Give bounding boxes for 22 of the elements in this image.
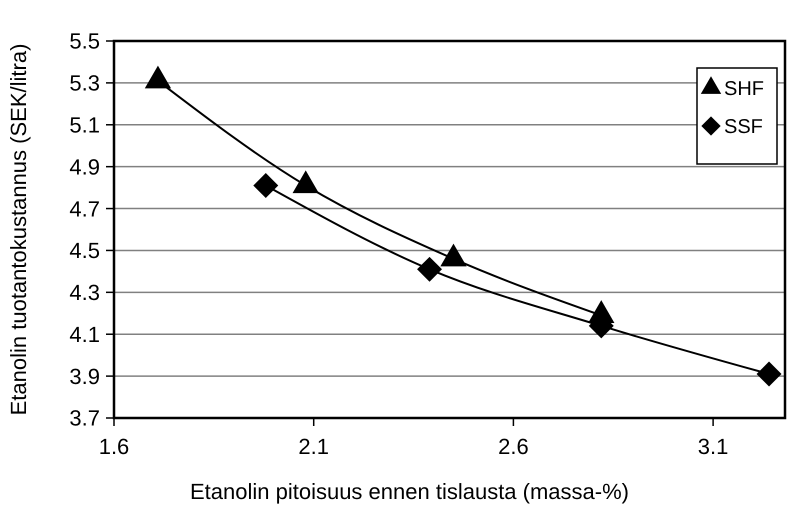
point: [292, 170, 319, 194]
y-tick-label: 4.5: [69, 238, 100, 264]
point: [756, 362, 782, 386]
legend-label: SSF: [724, 116, 763, 138]
y-tick-label: 3.9: [69, 364, 100, 389]
point: [417, 256, 442, 282]
x-axis-title: Etanolin pitoisuus ennen tislausta (massa-%): [190, 479, 630, 504]
y-tick-label: 3.7: [69, 406, 100, 431]
y-tick-label: 4.3: [69, 280, 100, 306]
x-tick-label: 1.6: [98, 434, 130, 459]
point: [144, 66, 172, 88]
y-tick-label: 5.3: [69, 70, 100, 96]
y-axis-title: Etanolin tuotantokustannus (SEK/litra): [6, 44, 31, 416]
legend-label: SHF: [724, 78, 764, 100]
x-tick-label: 2.1: [298, 434, 329, 459]
x-tick-label: 2.6: [498, 434, 529, 459]
y-tick-label: 5.1: [69, 112, 100, 138]
y-tick-label: 5.5: [69, 28, 100, 54]
y-tick-label: 4.9: [69, 154, 100, 180]
x-tick-label: 3.1: [698, 434, 728, 459]
y-tick-label: 4.1: [69, 322, 100, 347]
y-tick-label: 4.7: [69, 196, 100, 222]
